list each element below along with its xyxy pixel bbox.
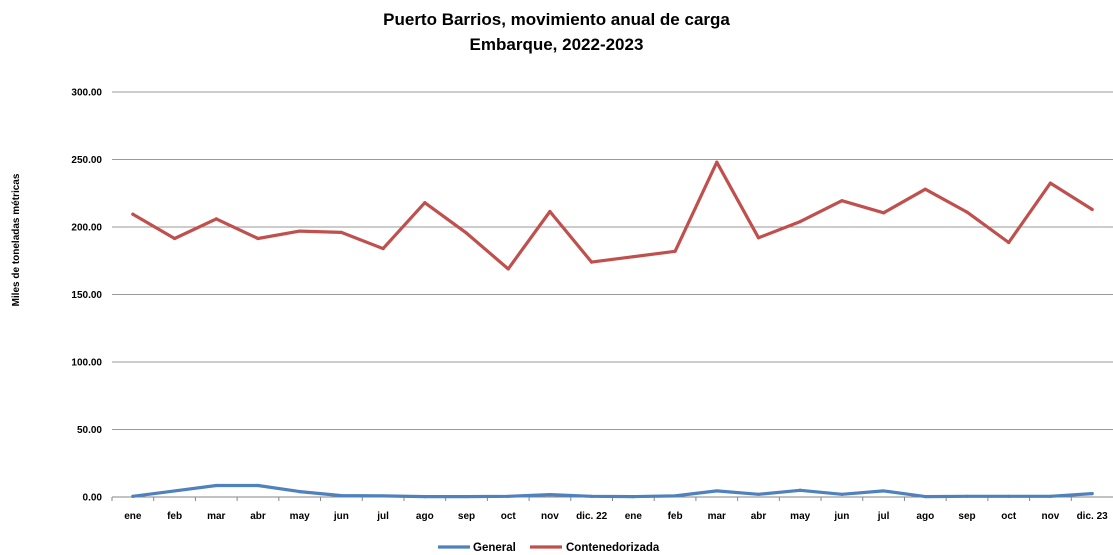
x-tick-label: ago [416,511,434,522]
y-axis-label: Miles de toneladas métricas [11,173,22,306]
legend: General Contenedorizada [438,542,660,554]
data-point [464,231,469,235]
data-point [1007,240,1011,245]
data-point [798,220,802,224]
data-point [298,229,302,233]
data-point [214,483,218,488]
x-tick-label: abr [751,511,767,522]
x-tick-label: jul [376,511,389,522]
data-point [1007,494,1011,498]
x-axis-ticks: ene feb mar abr may jun jul ago sep oct nov dic. 22… [111,497,1109,522]
data-point [673,249,677,253]
data-point [548,492,552,497]
legend-label: General [473,542,516,554]
data-point [1048,181,1053,185]
data-point [172,236,177,241]
legend-label: Contenedorizada [566,542,660,554]
x-tick-label: oct [501,511,517,522]
data-point [131,494,135,498]
data-point [506,494,510,498]
data-point [798,488,802,492]
y-tick-label: 50.00 [77,425,102,436]
data-point [423,494,427,499]
data-point [590,494,594,498]
x-tick-label: mar [708,511,726,522]
series-line-contenedorizada [131,160,1094,271]
x-tick-label: jun [333,511,349,522]
data-point [172,489,177,493]
data-point [965,494,969,498]
data-point [423,201,427,205]
x-tick-label: jun [833,511,849,522]
y-axis-ticks: 0.00 50.00 100.00 150.00 200.00 250.00 300.00 [71,88,102,504]
data-point [381,247,385,251]
x-tick-label: sep [958,511,975,522]
x-tick-label: feb [668,511,683,522]
y-tick-label: 200.00 [71,223,102,234]
data-point [1090,492,1094,496]
x-tick-label: jul [877,511,890,522]
x-tick-label: dic. 23 [1077,511,1109,522]
y-tick-label: 100.00 [71,358,102,369]
data-point [965,210,969,214]
x-tick-label: dic. 22 [576,511,608,522]
data-point [882,211,886,215]
data-point [298,490,302,494]
data-point [1090,207,1094,212]
data-point [339,494,343,498]
x-tick-label: nov [1042,511,1060,522]
data-point [673,494,677,498]
data-point [214,217,218,221]
data-point [548,209,552,214]
data-point [923,494,927,499]
data-point [715,160,719,164]
data-point [464,494,469,499]
x-tick-label: mar [207,511,225,522]
gridlines [112,91,1113,498]
data-point [840,492,844,496]
chart-subtitle: Embarque, 2022-2023 [469,35,644,54]
data-point [756,236,761,240]
data-point [590,260,594,264]
data-point [756,492,761,496]
x-tick-label: ago [916,511,934,522]
x-tick-label: feb [167,511,182,522]
data-point [381,494,385,498]
data-point [339,230,343,234]
x-tick-label: ene [625,511,643,522]
y-tick-label: 150.00 [71,290,102,301]
series-lines [131,160,1094,499]
data-point [631,494,635,499]
chart-title: Puerto Barrios, movimiento anual de carg… [383,10,730,29]
data-point [256,236,260,241]
x-tick-label: oct [1001,511,1017,522]
data-point [631,255,635,259]
data-point [715,489,719,493]
data-point [840,199,844,203]
y-tick-label: 300.00 [71,88,102,99]
data-point [1048,494,1053,498]
x-tick-label: sep [458,511,475,522]
x-tick-label: may [290,511,310,522]
data-point [882,489,886,493]
data-point [923,187,927,191]
series-line-general [131,483,1094,499]
x-tick-label: may [790,511,810,522]
x-tick-label: abr [250,511,266,522]
x-tick-label: nov [541,511,559,522]
data-point [506,267,510,271]
y-tick-label: 0.00 [83,493,103,504]
data-point [256,483,260,488]
y-tick-label: 250.00 [71,155,102,166]
data-point [131,212,135,216]
x-tick-label: ene [124,511,142,522]
